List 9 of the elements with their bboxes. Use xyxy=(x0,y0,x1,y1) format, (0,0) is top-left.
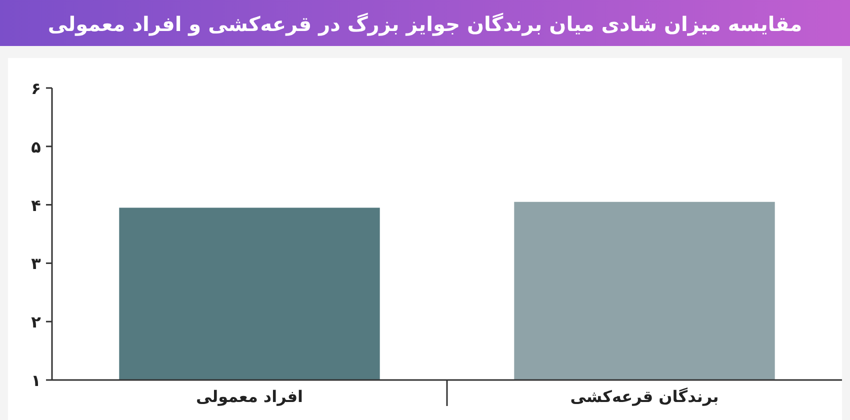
x-tick-label: افراد معمولی xyxy=(196,387,304,406)
y-tick-label: ۵ xyxy=(31,137,42,156)
x-tick-label: برندگان قرعه‌کشی xyxy=(570,387,719,406)
y-tick-label: ۳ xyxy=(31,254,42,274)
y-tick-label: ۱ xyxy=(31,371,41,390)
title: مقایسه میزان شادی میان برندگان جوایز بزرگ در قرعه‌کشی و افراد معمولی xyxy=(48,12,802,36)
y-tick-label: ۶ xyxy=(31,79,41,98)
y-tick-label: ۴ xyxy=(31,196,42,215)
y-tick-label: ۲ xyxy=(31,312,42,332)
